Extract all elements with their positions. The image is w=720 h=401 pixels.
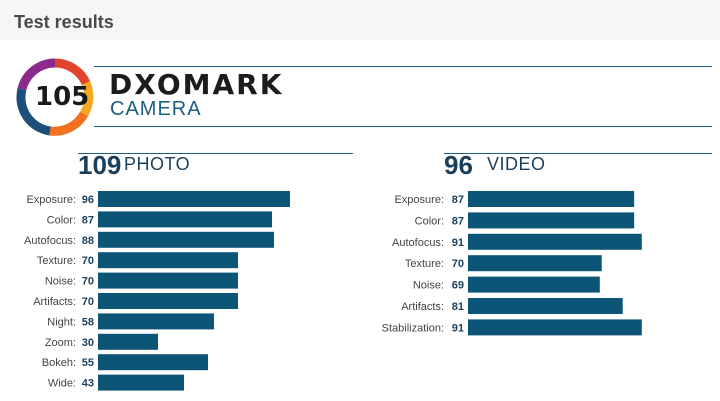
- page-title: Test results: [14, 12, 114, 32]
- photo-label-night: Night:: [47, 316, 76, 328]
- photo-value-zoom: 30: [82, 337, 94, 349]
- video-bar-texture: [468, 255, 602, 272]
- video-value-noise: 69: [452, 280, 464, 292]
- video-value-artifacts: 81: [452, 301, 464, 313]
- photo-bar-exposure: [98, 191, 290, 207]
- video-bar-noise: [468, 276, 600, 293]
- video-label-texture: Texture:: [405, 258, 444, 270]
- overall-score: 105: [35, 82, 90, 112]
- brand-divider-bottom: [94, 126, 712, 127]
- video-bar-stabilization: [468, 319, 642, 336]
- photo-value-night: 58: [82, 316, 94, 328]
- video-score: 96: [444, 150, 473, 180]
- video-divider: [444, 153, 712, 154]
- photo-value-wide: 43: [82, 378, 94, 390]
- video-label-exposure: Exposure:: [394, 194, 444, 206]
- video-label-artifacts: Artifacts:: [401, 301, 444, 313]
- photo-value-bokeh: 55: [82, 357, 94, 369]
- brand-name: DXOMARK: [109, 68, 284, 101]
- photo-divider: [78, 153, 353, 154]
- video-value-autofocus: 91: [452, 237, 464, 249]
- video-bar-color: [468, 212, 635, 229]
- video-label-autofocus: Autofocus:: [392, 237, 444, 249]
- photo-title: PHOTO: [124, 154, 191, 174]
- photo-bar-zoom: [98, 333, 158, 350]
- photo-bar-wide: [98, 374, 184, 391]
- photo-value-noise: 70: [82, 276, 94, 288]
- video-title: VIDEO: [487, 154, 546, 174]
- photo-label-bokeh: Bokeh:: [42, 357, 76, 369]
- video-value-texture: 70: [452, 258, 464, 270]
- video-bar-exposure: [468, 191, 635, 207]
- photo-label-artifacts: Artifacts:: [33, 296, 76, 308]
- dxomark-score-badge: [16, 58, 94, 136]
- photo-label-autofocus: Autofocus:: [24, 235, 76, 247]
- photo-bar-autofocus: [98, 231, 274, 248]
- video-label-noise: Noise:: [413, 280, 444, 292]
- photo-value-exposure: 96: [82, 194, 94, 206]
- photo-bar-bokeh: [98, 354, 208, 371]
- brand-divider-top: [94, 66, 712, 67]
- photo-value-color: 87: [82, 214, 94, 226]
- photo-value-texture: 70: [82, 255, 94, 267]
- photo-label-exposure: Exposure:: [26, 194, 76, 206]
- photo-bar-texture: [98, 252, 238, 269]
- video-bar-artifacts: [468, 298, 623, 314]
- photo-bar-night: [98, 313, 214, 330]
- photo-value-autofocus: 88: [82, 235, 94, 247]
- photo-bar-noise: [98, 272, 238, 289]
- photo-bar-artifacts: [98, 293, 238, 309]
- photo-score: 109: [78, 150, 122, 180]
- video-value-stabilization: 91: [452, 322, 464, 334]
- brand-subtitle: CAMERA: [110, 98, 202, 120]
- video-label-stabilization: Stabilization:: [382, 322, 444, 334]
- photo-label-wide: Wide:: [48, 378, 76, 390]
- video-bar-autofocus: [468, 233, 642, 250]
- photo-bar-color: [98, 211, 272, 228]
- photo-label-texture: Texture:: [37, 255, 76, 267]
- photo-value-artifacts: 70: [82, 296, 94, 308]
- photo-label-noise: Noise:: [45, 276, 76, 288]
- photo-label-zoom: Zoom:: [45, 337, 76, 349]
- video-label-color: Color:: [415, 215, 444, 227]
- photo-label-color: Color:: [47, 214, 76, 226]
- title-bar: [0, 0, 720, 40]
- video-value-color: 87: [452, 215, 464, 227]
- video-value-exposure: 87: [452, 194, 464, 206]
